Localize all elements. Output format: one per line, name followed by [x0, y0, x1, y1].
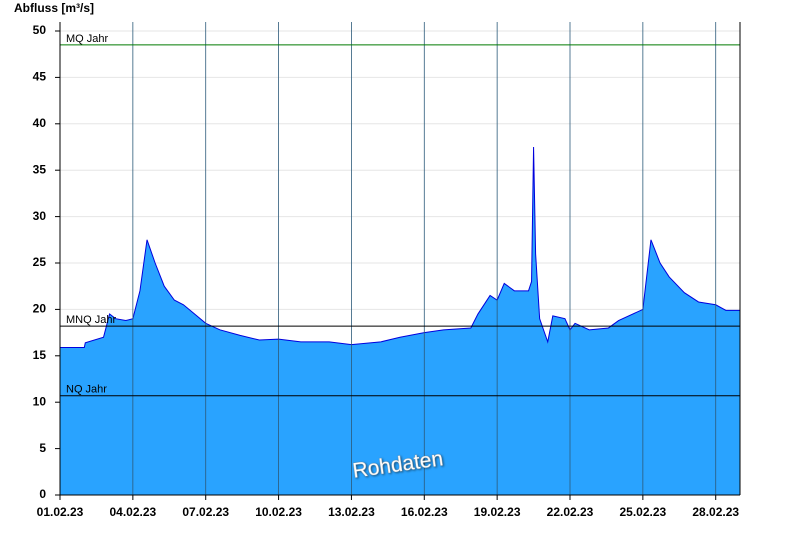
y-tick-label: 30 — [33, 209, 47, 223]
x-tick-label: 13.02.23 — [328, 505, 375, 519]
x-tick-label: 07.02.23 — [182, 505, 229, 519]
x-tick-label: 19.02.23 — [474, 505, 521, 519]
reference-label: MQ Jahr — [66, 33, 109, 45]
x-tick-label: 22.02.23 — [547, 505, 594, 519]
y-tick-label: 0 — [39, 487, 46, 501]
x-tick-label: 25.02.23 — [619, 505, 666, 519]
y-tick-label: 40 — [33, 116, 47, 130]
y-axis-label: Abfluss [m³/s] — [14, 1, 94, 15]
x-tick-label: 04.02.23 — [109, 505, 156, 519]
area — [60, 147, 740, 495]
y-tick-label: 15 — [33, 348, 47, 362]
y-tick-label: 35 — [33, 162, 47, 176]
y-tick-label: 25 — [33, 255, 47, 269]
y-tick-label: 5 — [39, 441, 46, 455]
x-tick-label: 16.02.23 — [401, 505, 448, 519]
reference-label: NQ Jahr — [66, 384, 107, 396]
x-tick-label: 28.02.23 — [692, 505, 739, 519]
y-tick-label: 20 — [33, 302, 47, 316]
x-tick-label: 10.02.23 — [255, 505, 302, 519]
area-line — [60, 146, 740, 348]
y-tick-label: 50 — [33, 23, 47, 37]
x-tick-label: 01.02.23 — [37, 505, 84, 519]
y-tick-label: 45 — [33, 70, 47, 84]
y-tick-label: 10 — [33, 394, 47, 408]
reference-label: MNQ Jahr — [66, 314, 116, 326]
